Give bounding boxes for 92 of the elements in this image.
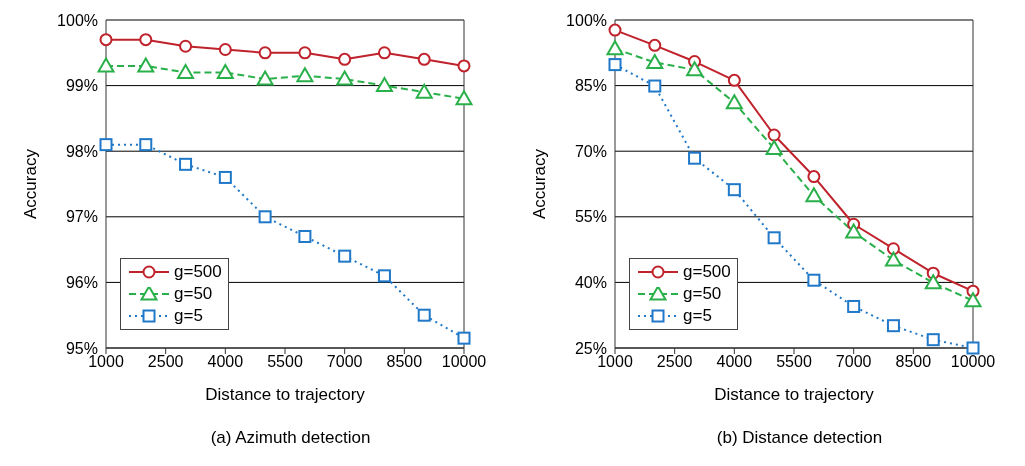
point	[296, 67, 314, 83]
point	[608, 23, 622, 37]
point	[256, 70, 274, 86]
point	[886, 242, 900, 256]
point	[377, 269, 391, 283]
y-tick-label: 55%	[574, 208, 607, 226]
point	[216, 63, 234, 79]
point	[377, 46, 391, 60]
point	[686, 61, 704, 77]
x-tick-label: 10000	[441, 353, 487, 371]
point	[767, 231, 781, 245]
point	[336, 70, 354, 86]
point	[417, 52, 431, 66]
x-tick-label: 7000	[326, 353, 363, 371]
point	[648, 79, 662, 93]
point	[767, 128, 781, 142]
x-tick-label: 5500	[776, 353, 812, 371]
point	[727, 183, 741, 197]
legend-label: g=5	[683, 305, 712, 327]
point	[179, 39, 193, 53]
x-tick-label: 1000	[88, 353, 124, 371]
point	[845, 223, 863, 239]
point	[727, 73, 741, 87]
x-tick-label: 4000	[716, 353, 753, 371]
y-tick-label: 100%	[566, 11, 607, 29]
point	[805, 187, 823, 203]
point	[258, 210, 272, 224]
legend-label: g=50	[683, 283, 722, 305]
point	[966, 341, 980, 355]
legend-label: g=500	[174, 261, 222, 283]
y-tick-label: 98%	[65, 142, 98, 160]
x-axis-title: Distance to trajectory	[714, 385, 875, 404]
legend-label: g=500	[683, 261, 731, 283]
x-tick-label: 8500	[386, 353, 423, 371]
x-tick-label: 2500	[147, 353, 184, 371]
point	[648, 38, 662, 52]
y-tick-label: 85%	[574, 77, 607, 95]
y-axis-title: Accuracy	[21, 148, 41, 219]
point	[688, 151, 702, 165]
point	[137, 57, 155, 73]
point	[608, 58, 622, 72]
point	[807, 170, 821, 184]
point	[99, 138, 113, 152]
point	[99, 33, 113, 47]
point	[457, 331, 471, 345]
point	[646, 53, 664, 69]
y-tick-label: 99%	[65, 77, 98, 95]
point	[964, 292, 982, 308]
x-tick-label: 4000	[207, 353, 244, 371]
x-tick-label: 7000	[835, 353, 872, 371]
text: (a) Azimuth detection	[209, 428, 372, 448]
y-tick-label: 97%	[65, 208, 98, 226]
point	[765, 140, 783, 156]
point	[725, 94, 743, 110]
point	[847, 299, 861, 313]
point	[218, 170, 232, 184]
y-tick-label: 100%	[57, 11, 98, 29]
point	[417, 308, 431, 322]
x-axis-title: Distance to trajectory	[205, 385, 366, 404]
point	[415, 83, 433, 99]
point	[338, 249, 352, 263]
y-tick-label: 40%	[574, 274, 607, 292]
x-tick-label: 8500	[895, 353, 932, 371]
point	[457, 59, 471, 73]
point	[298, 229, 312, 243]
x-tick-label: 2500	[656, 353, 693, 371]
point	[924, 274, 942, 290]
point	[886, 319, 900, 333]
y-axis-title: Accuracy	[530, 148, 550, 219]
point	[606, 40, 624, 56]
point	[455, 90, 473, 106]
point	[139, 138, 153, 152]
point	[97, 57, 115, 73]
legend-label: g=5	[174, 305, 203, 327]
point	[375, 77, 393, 93]
point	[926, 333, 940, 347]
point	[139, 33, 153, 47]
x-tick-label: 1000	[597, 353, 633, 371]
y-tick-label: 70%	[574, 142, 607, 160]
point	[298, 46, 312, 60]
point	[338, 52, 352, 66]
point	[177, 63, 195, 79]
text: (b) Distance detection	[715, 428, 884, 448]
y-tick-label: 96%	[65, 274, 98, 292]
point	[179, 157, 193, 171]
point	[258, 46, 272, 60]
point	[218, 43, 232, 57]
point	[884, 251, 902, 267]
x-tick-label: 5500	[267, 353, 303, 371]
point	[807, 273, 821, 287]
legend-label: g=50	[174, 283, 213, 305]
x-tick-label: 10000	[950, 353, 996, 371]
